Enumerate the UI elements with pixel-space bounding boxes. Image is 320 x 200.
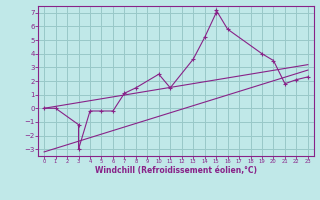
X-axis label: Windchill (Refroidissement éolien,°C): Windchill (Refroidissement éolien,°C) (95, 166, 257, 175)
